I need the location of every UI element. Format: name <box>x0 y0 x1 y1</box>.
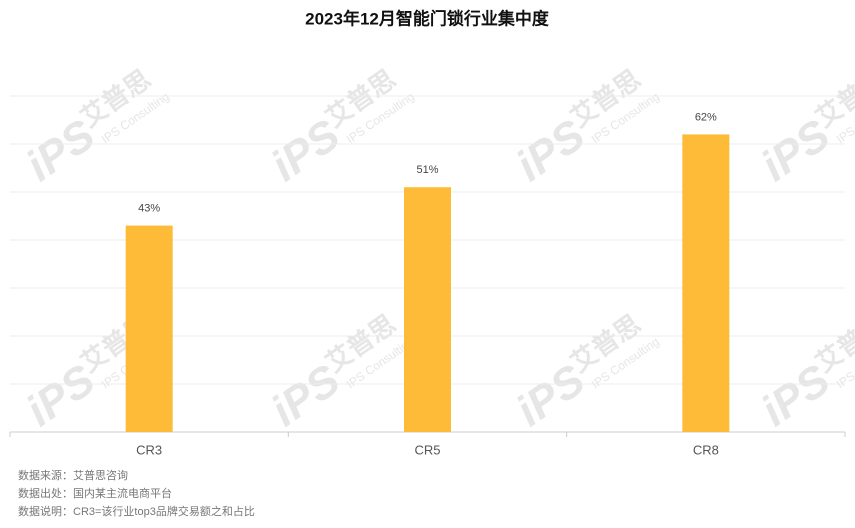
x-tick-label: CR8 <box>693 442 719 457</box>
bar <box>682 134 730 432</box>
value-label: 62% <box>695 111 717 123</box>
chart-title: 2023年12月智能门锁行业集中度 <box>305 8 550 28</box>
footnote: 数据说明：CR3=该行业top3品牌交易额之和占比 <box>18 504 255 518</box>
footnote: 数据出处：国内某主流电商平台 <box>18 486 172 500</box>
value-label: 43% <box>138 203 160 215</box>
bar <box>404 187 451 432</box>
footnote: 数据来源：艾普思咨询 <box>18 468 128 482</box>
x-tick-label: CR3 <box>136 442 162 457</box>
value-label: 51% <box>416 164 438 176</box>
x-tick-label: CR5 <box>414 442 440 457</box>
bar <box>125 225 173 432</box>
